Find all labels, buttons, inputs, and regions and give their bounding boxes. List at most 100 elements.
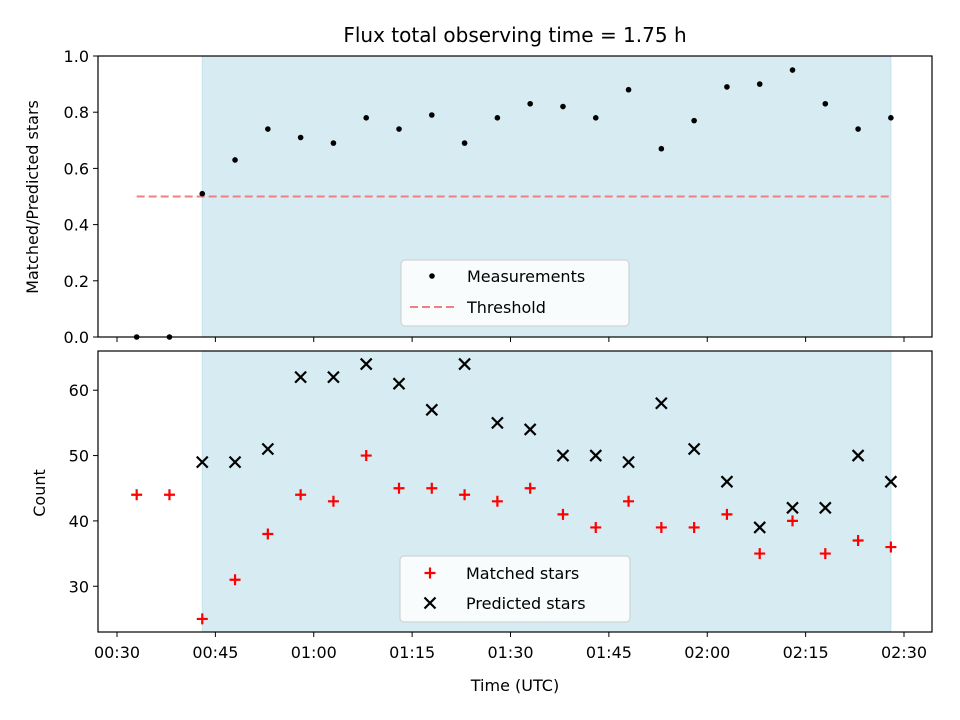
matched-stars-point <box>163 489 175 501</box>
top-y-tick-label: 0.6 <box>64 159 89 178</box>
x-axis-title: Time (UTC) <box>470 676 559 695</box>
top-y-tick-label: 0.4 <box>64 216 89 235</box>
matched-stars-point <box>196 613 208 625</box>
matched-stars-point <box>852 535 864 547</box>
legend-measurements-label: Measurements <box>467 267 585 286</box>
predicted-stars-point <box>491 416 504 430</box>
matched-stars-point <box>688 521 700 533</box>
matched-stars-point <box>459 489 471 501</box>
predicted-stars-point <box>786 501 799 515</box>
legend-matched-marker <box>424 567 436 579</box>
measurement-point <box>297 134 304 141</box>
predicted-stars-point <box>884 475 898 488</box>
legend-measurements-marker <box>429 273 435 279</box>
matched-stars-point <box>754 548 766 560</box>
bottom-y-tick-label: 50 <box>69 447 89 466</box>
predicted-stars-point <box>359 357 373 371</box>
measurement-point <box>560 103 566 110</box>
measurement-point <box>888 115 894 121</box>
predicted-stars-point <box>655 397 668 410</box>
measurement-point <box>527 100 533 107</box>
matched-stars-point <box>426 482 438 494</box>
matched-stars-point <box>524 482 536 494</box>
matched-stars-point <box>721 508 733 520</box>
measurement-point <box>429 112 435 118</box>
bottom-y-tick-label: 60 <box>69 381 89 400</box>
legend-predicted-label: Predicted stars <box>466 594 586 613</box>
top-y-axis-title: Matched/Predicted stars <box>23 100 42 294</box>
x-tick-label: 00:30 <box>94 643 140 662</box>
predicted-stars-point <box>720 475 734 488</box>
matched-stars-point <box>295 489 307 501</box>
matched-stars-point <box>229 574 241 586</box>
measurement-point <box>756 81 763 87</box>
predicted-stars-point <box>589 449 603 462</box>
legend-matched-label: Matched stars <box>466 564 579 583</box>
measurement-point <box>265 126 271 132</box>
matched-stars-point <box>819 548 831 560</box>
matched-stars-point <box>557 508 569 520</box>
predicted-stars-point <box>819 501 832 515</box>
measurement-point <box>363 115 370 121</box>
matched-stars-point <box>787 515 799 527</box>
top-plot: 0.0 0.2 0.4 0.6 0.8 1.0 Measurements Threshold <box>64 47 933 347</box>
top-axes-frame <box>97 55 933 338</box>
measurement-point <box>592 115 599 121</box>
bottom-y-axis-title: Count <box>30 469 49 517</box>
legend-threshold-label: Threshold <box>466 298 546 317</box>
predicted-stars-point <box>294 370 307 384</box>
x-tick-label: 02:30 <box>881 643 927 662</box>
predicted-stars-point <box>425 403 439 417</box>
matched-stars-point <box>131 489 143 501</box>
x-tick-label: 02:15 <box>783 643 829 662</box>
top-y-tick-label: 0.8 <box>64 103 89 122</box>
measurement-point <box>658 145 665 152</box>
chart-title: Flux total observing time = 1.75 h <box>343 23 686 47</box>
top-y-tick-label: 1.0 <box>64 47 89 66</box>
bottom-y-tick-label: 40 <box>69 512 89 531</box>
matched-stars-point <box>885 541 897 553</box>
bottom-axes-frame <box>97 350 933 633</box>
predicted-stars-point <box>392 377 406 390</box>
predicted-stars-point <box>687 442 701 456</box>
x-tick-label: 00:45 <box>192 643 238 662</box>
matched-stars-point <box>262 528 274 540</box>
measurement-point <box>396 126 402 132</box>
matched-stars-point <box>590 521 602 533</box>
x-tick-label: 01:15 <box>389 643 435 662</box>
bottom-y-tick-label: 30 <box>69 577 89 596</box>
measurement-point <box>855 126 861 132</box>
measurement-point <box>232 157 238 163</box>
matched-stars-point <box>360 450 372 462</box>
matched-stars-point <box>655 521 667 533</box>
x-tick-label: 02:00 <box>684 643 730 662</box>
measurement-point <box>330 140 337 146</box>
matched-stars-point <box>393 482 405 494</box>
predicted-stars-point <box>261 442 275 456</box>
bottom-plot: 00:30 00:45 01:00 01:15 01:30 01:45 02:00 02:15… <box>69 350 933 662</box>
bottom-legend-box <box>399 555 631 623</box>
measurement-point <box>724 84 730 90</box>
predicted-stars-point <box>458 357 471 371</box>
x-tick-label: 01:30 <box>487 643 533 662</box>
predicted-stars-point <box>523 423 537 436</box>
measurement-point <box>461 140 468 146</box>
measurement-point <box>789 67 796 73</box>
matched-stars-point <box>623 495 635 507</box>
top-legend: Measurements Threshold <box>400 259 630 327</box>
legend-predicted-marker <box>423 596 437 610</box>
measurement-point <box>822 100 829 107</box>
predicted-stars-point <box>556 449 570 462</box>
bottom-legend: Matched stars Predicted stars <box>399 555 631 623</box>
predicted-stars-point <box>228 455 242 469</box>
measurement-point <box>625 86 632 93</box>
measurement-point <box>691 117 697 124</box>
top-y-tick-label: 0.2 <box>64 272 89 291</box>
measurement-point <box>494 115 501 121</box>
x-tick-label: 01:00 <box>291 643 337 662</box>
predicted-stars-point <box>851 449 865 462</box>
measurement-point <box>199 190 206 197</box>
top-y-tick-label: 0.0 <box>64 328 89 347</box>
predicted-stars-point <box>195 455 209 469</box>
